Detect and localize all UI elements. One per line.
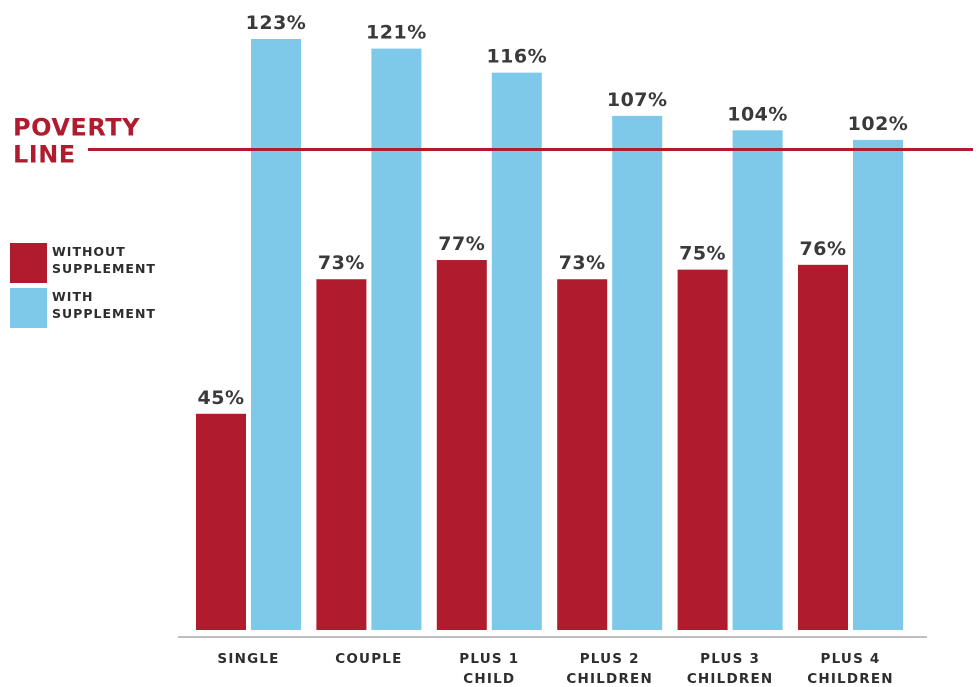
value-label: 121% <box>366 22 427 44</box>
value-label: 102% <box>848 113 909 135</box>
bar-with-supplement-3 <box>612 115 663 630</box>
value-label: 73% <box>318 252 365 274</box>
bar-without-supplement-1 <box>316 279 367 630</box>
category-label: SINGLE <box>217 651 279 667</box>
category-label: PLUS 4 CHILDREN <box>807 651 894 687</box>
value-label: 76% <box>800 238 847 260</box>
legend: WITHOUT SUPPLEMENT WITH SUPPLEMENT <box>10 243 156 328</box>
legend-label-without-supplement: WITHOUT SUPPLEMENT <box>52 244 156 276</box>
bar-without-supplement-5 <box>798 264 848 630</box>
value-label: 73% <box>559 252 606 274</box>
value-label: 116% <box>486 46 547 68</box>
legend-swatch-with-supplement <box>10 288 47 328</box>
value-label: 75% <box>679 243 726 265</box>
category-label: COUPLE <box>335 651 402 667</box>
bar-with-supplement-5 <box>853 139 903 630</box>
category-label: PLUS 3 CHILDREN <box>687 651 774 687</box>
bar-with-supplement-0 <box>251 39 301 630</box>
value-label: 77% <box>438 233 485 255</box>
value-labels-layer: 45% 123% 73% 121% 77% 116% 73% 107% 75% 104% 76% 10… <box>198 12 909 409</box>
bar-without-supplement-4 <box>677 269 728 630</box>
category-label: PLUS 2 CHILDREN <box>566 651 653 687</box>
category-label: PLUS 1 CHILD <box>459 651 519 687</box>
legend-swatch-without-supplement <box>10 243 47 283</box>
bar-with-supplement-4 <box>732 130 783 631</box>
legend-label-with-supplement: WITH SUPPLEMENT <box>52 289 156 321</box>
value-label: 123% <box>246 12 307 34</box>
value-label: 45% <box>198 387 245 409</box>
bar-without-supplement-2 <box>436 260 487 630</box>
bar-with-supplement-2 <box>491 72 542 630</box>
category-labels-layer: SINGLE COUPLE PLUS 1 CHILD PLUS 2 CHILDREN PLU… <box>217 651 894 687</box>
bar-without-supplement-0 <box>196 413 246 630</box>
value-label: 107% <box>607 89 668 111</box>
bar-with-supplement-1 <box>371 48 422 631</box>
bar-without-supplement-3 <box>557 279 608 630</box>
poverty-line-label: POVERTY LINE <box>13 114 140 169</box>
bars-layer <box>196 39 903 631</box>
value-label: 104% <box>727 103 788 125</box>
